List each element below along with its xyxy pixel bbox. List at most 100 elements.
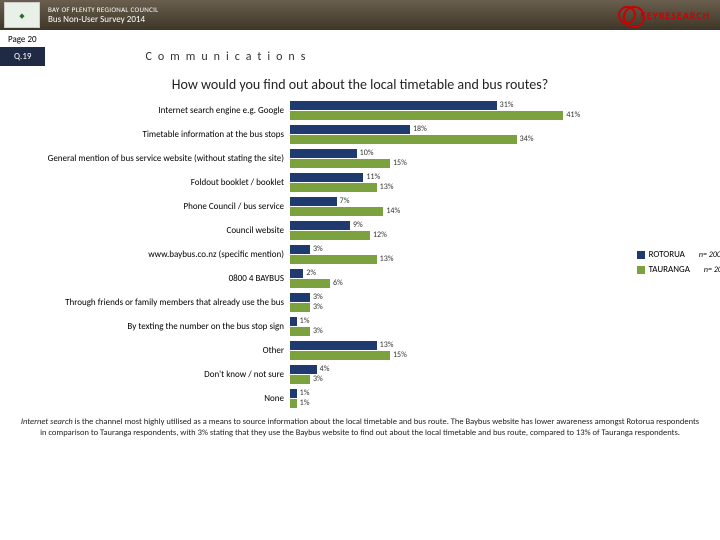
bar-label: 13% — [380, 254, 394, 264]
bar-label: 13% — [380, 182, 394, 192]
legend-swatch-rotorua — [637, 251, 645, 259]
bar-label: 3% — [313, 302, 323, 312]
bar-group: 3% 13% — [290, 243, 590, 267]
bar — [290, 159, 390, 168]
bar — [290, 351, 390, 360]
chart-row: Don't know / not sure 4%3% — [10, 363, 710, 387]
chart-row: www.baybus.co.nz (specific mention) 3% 13% — [10, 243, 710, 267]
category-label: Council website — [10, 219, 290, 243]
bar — [290, 327, 310, 336]
bar-label: 1% — [300, 388, 310, 398]
bar-label: 14% — [386, 206, 400, 216]
legend-n-tauranga: n= 201 — [704, 265, 720, 275]
chart-row: Foldout booklet / booklet11%13% — [10, 171, 710, 195]
bar — [290, 135, 517, 144]
bar — [290, 207, 383, 216]
bar — [290, 279, 330, 288]
category-label: Don't know / not sure — [10, 363, 290, 387]
bar-label: 3% — [313, 374, 323, 384]
bar — [290, 293, 310, 302]
legend-swatch-tauranga — [637, 266, 645, 274]
bar — [290, 269, 303, 278]
bar-group: 31% 41% — [290, 99, 590, 123]
question-text: How would you find out about the local t… — [0, 76, 720, 93]
bar-label: 2% — [306, 268, 316, 278]
bar-label: 1% — [300, 316, 310, 326]
category-label: Through friends or family members that a… — [10, 291, 290, 315]
chart-row: Phone Council / bus service 7% 14% — [10, 195, 710, 219]
bar — [290, 149, 357, 158]
page-label: Page 20 — [8, 34, 720, 45]
bar — [290, 197, 337, 206]
chart-row: Other13%15% — [10, 339, 710, 363]
chart-row: Timetable information at the bus stops18… — [10, 123, 710, 147]
legend-label-tauranga: TAURANGA — [649, 264, 690, 275]
bar-group: 18% 34% — [290, 123, 590, 147]
bar-label: 3% — [313, 326, 323, 336]
footnote-rest: is the channel most highly utilised as a… — [40, 417, 699, 438]
bar — [290, 365, 317, 374]
bar-label: 31% — [500, 100, 514, 110]
bar-label: 15% — [393, 350, 407, 360]
legend-n-rotorua: n= 200 — [699, 250, 720, 260]
chart-row: Internet search engine e.g. Google 31% 41% — [10, 99, 710, 123]
bar-label: 34% — [520, 134, 534, 144]
bar-label: 3% — [313, 244, 323, 254]
bar — [290, 125, 410, 134]
bar-label: 3% — [313, 292, 323, 302]
bar — [290, 183, 377, 192]
keyresearch-logo: KEYRESEARCH — [618, 6, 710, 24]
council-logo: ◆ — [4, 2, 40, 28]
bar-label: 10% — [360, 148, 374, 158]
bar-group: 10% 15% — [290, 147, 590, 171]
category-label: None — [10, 387, 290, 411]
bar-label: 6% — [333, 278, 343, 288]
category-label: By texting the number on the bus stop si… — [10, 315, 290, 339]
bar — [290, 101, 497, 110]
header-org: BAY OF PLENTY REGIONAL COUNCIL — [48, 5, 158, 14]
bar-group: 7% 14% — [290, 195, 590, 219]
bar — [290, 245, 310, 254]
legend: ROTORUA n= 200 TAURANGA n= 201 — [637, 249, 720, 279]
bar — [290, 375, 310, 384]
keyresearch-text: KEYRESEARCH — [640, 9, 710, 22]
bar-group: 11%13% — [290, 171, 590, 195]
bar-label: 1% — [300, 398, 310, 408]
bar-label: 12% — [373, 230, 387, 240]
chart-row: Council website9%12% — [10, 219, 710, 243]
category-label: Foldout booklet / booklet — [10, 171, 290, 195]
bar-label: 13% — [380, 340, 394, 350]
chart-row: By texting the number on the bus stop si… — [10, 315, 710, 339]
header-text: BAY OF PLENTY REGIONAL COUNCIL Bus Non-U… — [48, 5, 158, 25]
bar — [290, 221, 350, 230]
category-label: Phone Council / bus service — [10, 195, 290, 219]
category-label: Timetable information at the bus stops — [10, 123, 290, 147]
category-label: Other — [10, 339, 290, 363]
section-title: Communications — [145, 50, 311, 64]
bar-label: 41% — [566, 110, 580, 120]
bar-group: 2% 6% — [290, 267, 590, 291]
bar-label: 18% — [413, 124, 427, 134]
keyresearch-icon — [618, 6, 636, 24]
legend-item-tauranga: TAURANGA n= 201 — [637, 264, 720, 275]
header-bar: ◆ BAY OF PLENTY REGIONAL COUNCIL Bus Non… — [0, 0, 720, 30]
bar — [290, 341, 377, 350]
legend-label-rotorua: ROTORUA — [649, 249, 685, 260]
chart-row: Through friends or family members that a… — [10, 291, 710, 315]
bar-label: 7% — [340, 196, 350, 206]
chart: Internet search engine e.g. Google 31% 41%… — [10, 99, 710, 411]
chart-row: General mention of bus service website (… — [10, 147, 710, 171]
bar — [290, 173, 363, 182]
bar-label: 4% — [320, 364, 330, 374]
category-label: www.baybus.co.nz (specific mention) — [10, 243, 290, 267]
category-label: 0800 4 BAYBUS — [10, 267, 290, 291]
legend-item-rotorua: ROTORUA n= 200 — [637, 249, 720, 260]
bar — [290, 231, 370, 240]
category-label: Internet search engine e.g. Google — [10, 99, 290, 123]
bar-label: 15% — [393, 158, 407, 168]
bar-label: 11% — [366, 172, 380, 182]
bar-group: 13%15% — [290, 339, 590, 363]
header-survey: Bus Non-User Survey 2014 — [48, 14, 158, 25]
question-number: Q.19 — [0, 47, 45, 66]
chart-row: None 1%1% — [10, 387, 710, 411]
